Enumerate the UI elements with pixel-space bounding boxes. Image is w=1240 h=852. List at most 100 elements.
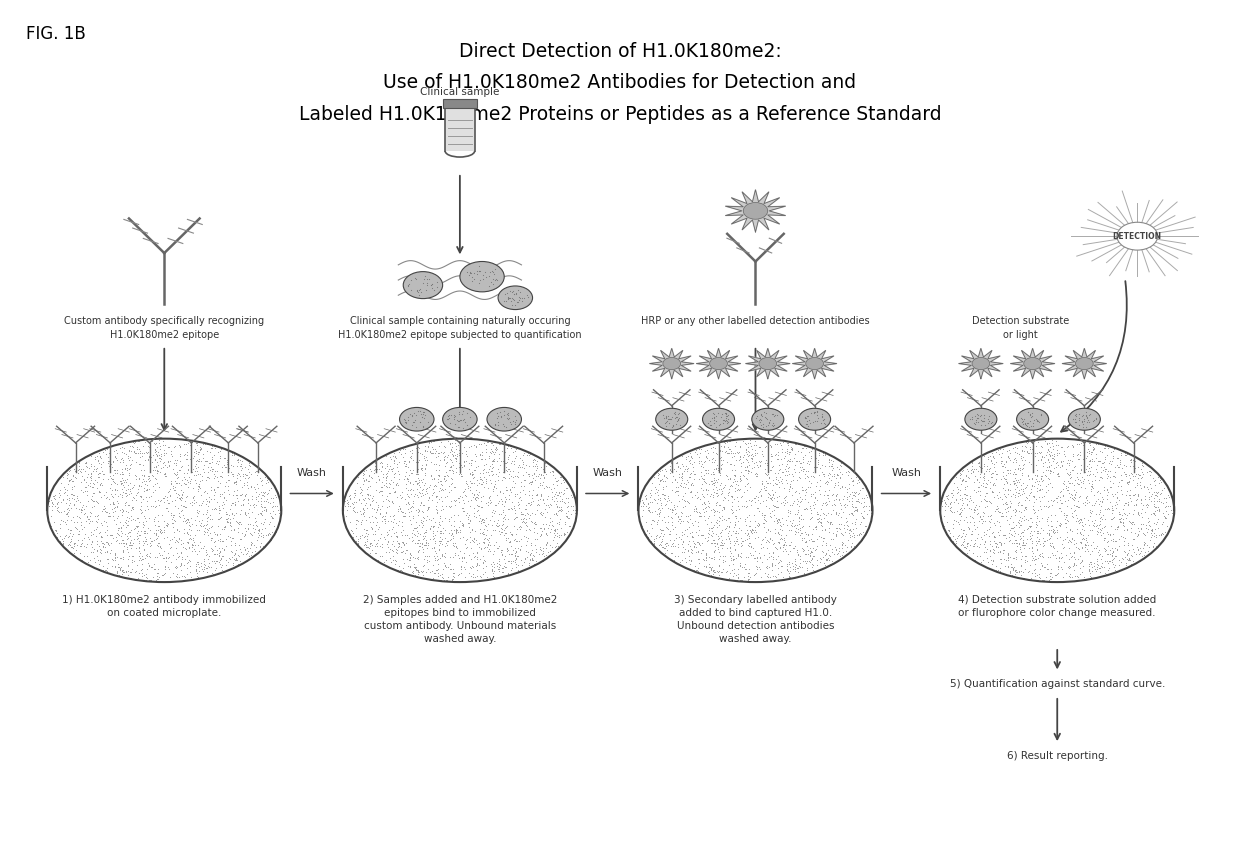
Point — [228, 466, 248, 480]
Point — [681, 466, 701, 480]
Point — [678, 538, 698, 551]
Point — [1068, 473, 1087, 486]
Point — [217, 508, 237, 521]
Point — [1033, 491, 1053, 504]
Point — [1122, 558, 1142, 572]
Point — [213, 549, 233, 562]
Point — [709, 564, 729, 578]
Point — [968, 463, 988, 477]
Point — [779, 485, 799, 498]
Point — [1097, 525, 1117, 538]
Point — [77, 550, 97, 563]
Point — [241, 549, 260, 562]
Point — [234, 492, 254, 506]
Point — [1063, 491, 1083, 504]
Point — [1104, 534, 1123, 548]
Point — [742, 526, 761, 539]
Point — [830, 521, 849, 535]
Point — [129, 473, 149, 486]
Point — [513, 511, 533, 525]
Point — [249, 544, 269, 558]
Point — [1018, 566, 1038, 579]
Point — [1120, 506, 1140, 520]
Point — [723, 553, 743, 567]
Point — [732, 523, 751, 537]
Point — [50, 529, 69, 543]
Point — [529, 479, 549, 492]
Point — [666, 484, 686, 498]
Point — [489, 520, 508, 533]
Point — [954, 513, 973, 527]
Point — [730, 511, 750, 525]
Point — [1021, 446, 1040, 459]
Point — [536, 498, 556, 511]
Point — [668, 550, 688, 563]
Point — [404, 521, 424, 535]
Point — [1050, 518, 1070, 532]
Point — [681, 467, 701, 481]
Point — [1095, 462, 1115, 475]
Point — [1080, 453, 1100, 467]
Point — [386, 451, 405, 464]
Point — [449, 468, 469, 481]
Point — [122, 555, 141, 568]
Point — [1033, 523, 1053, 537]
Point — [81, 458, 100, 471]
Point — [1017, 550, 1037, 563]
Point — [466, 490, 486, 504]
Point — [443, 532, 463, 545]
Point — [460, 467, 480, 481]
Point — [210, 555, 229, 568]
Point — [810, 515, 830, 529]
Point — [370, 486, 389, 499]
Point — [712, 571, 732, 584]
Point — [854, 495, 874, 509]
Point — [799, 463, 818, 477]
Point — [516, 530, 536, 544]
Point — [1151, 475, 1171, 488]
Point — [198, 523, 218, 537]
Point — [1126, 469, 1146, 483]
Point — [794, 531, 813, 544]
Point — [417, 509, 436, 522]
Point — [1081, 515, 1101, 528]
Point — [835, 501, 854, 515]
Point — [732, 561, 751, 574]
Point — [1012, 538, 1032, 551]
Point — [1003, 561, 1023, 575]
Point — [424, 486, 444, 499]
Point — [500, 471, 520, 485]
Point — [801, 557, 821, 571]
Point — [177, 556, 197, 570]
Point — [841, 507, 861, 521]
Point — [707, 463, 727, 476]
Point — [175, 553, 195, 567]
Point — [91, 525, 110, 538]
Point — [379, 551, 399, 565]
Point — [1043, 448, 1063, 462]
Point — [181, 472, 201, 486]
Point — [109, 568, 129, 582]
Point — [244, 481, 264, 494]
Point — [491, 526, 511, 539]
Point — [645, 481, 665, 494]
Point — [682, 544, 702, 557]
Point — [435, 546, 455, 560]
Point — [766, 541, 786, 555]
Point — [699, 521, 719, 535]
Point — [193, 518, 213, 532]
Point — [640, 491, 660, 504]
Point — [512, 461, 532, 475]
Point — [795, 535, 815, 549]
Point — [113, 453, 133, 467]
Point — [652, 523, 672, 537]
Point — [227, 453, 247, 467]
Point — [377, 458, 397, 472]
Point — [796, 527, 816, 541]
Point — [671, 514, 691, 527]
Point — [939, 523, 959, 537]
Point — [680, 509, 699, 522]
Point — [670, 530, 689, 544]
Point — [807, 493, 827, 507]
Point — [1025, 538, 1045, 552]
